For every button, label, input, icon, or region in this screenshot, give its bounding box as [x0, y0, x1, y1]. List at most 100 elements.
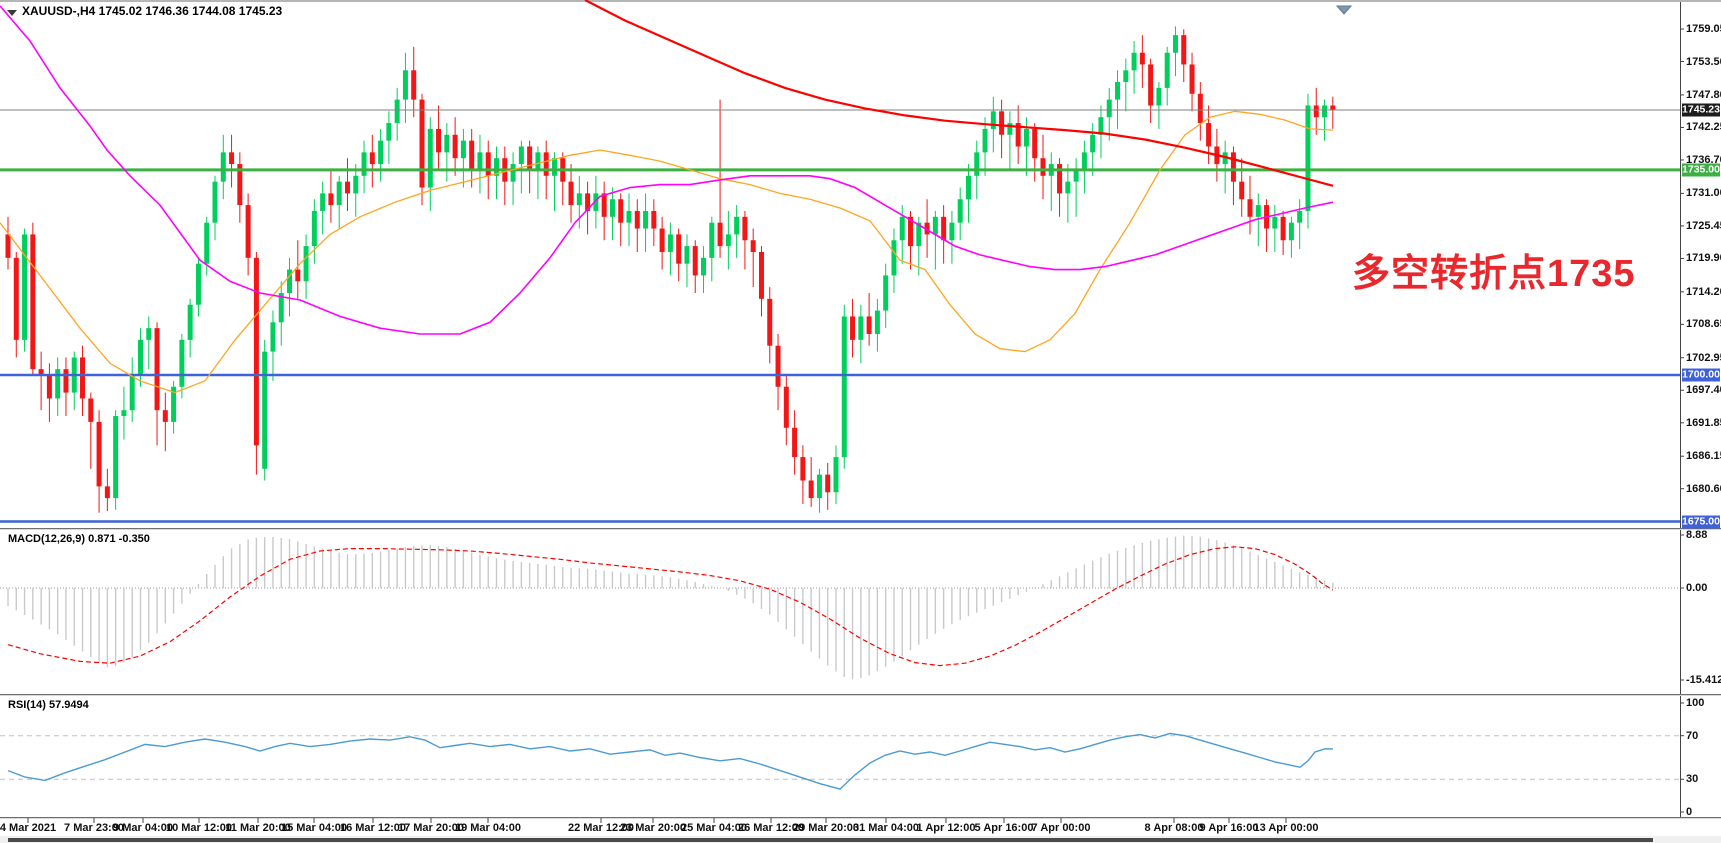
candle — [171, 386, 177, 422]
candle — [1280, 216, 1286, 241]
candle — [1065, 181, 1071, 194]
candle — [1032, 128, 1038, 159]
candle — [659, 228, 665, 252]
candle — [353, 175, 359, 194]
annotation-text: 多空转折点1735 — [1352, 253, 1636, 295]
candle — [1106, 99, 1112, 118]
candle — [369, 152, 375, 165]
candle — [949, 222, 955, 241]
candle — [626, 210, 632, 223]
candle — [667, 234, 673, 252]
candle — [990, 111, 996, 129]
price-axis-label: 1708.65 — [1686, 318, 1721, 331]
candle — [643, 210, 649, 229]
candle — [394, 99, 400, 124]
candle — [734, 216, 740, 235]
time-axis-label: 4 Mar 2021 — [0, 822, 57, 834]
horizontal-scrollbar-thumb[interactable] — [8, 838, 1653, 842]
candle — [1172, 35, 1178, 53]
candle — [1222, 152, 1228, 165]
candle — [957, 199, 963, 223]
price-level-badge: 1700.00 — [1682, 368, 1720, 382]
candle — [113, 416, 119, 499]
candle — [1073, 169, 1079, 182]
candle — [1023, 128, 1029, 147]
time-axis-label: 17 Mar 20:00 — [397, 822, 465, 834]
candle — [924, 222, 930, 235]
candle — [709, 222, 715, 258]
candle — [262, 351, 268, 469]
candle — [601, 193, 607, 217]
candle — [1081, 152, 1087, 170]
candle — [419, 99, 425, 188]
macd-axis-label: 8.88 — [1686, 528, 1708, 541]
candle — [63, 369, 69, 393]
candle — [701, 257, 707, 276]
candle — [386, 123, 392, 141]
candle — [38, 369, 44, 376]
time-axis-label: 26 Mar 12:00 — [737, 822, 805, 834]
candle — [750, 240, 756, 252]
scroll-to-end-icon[interactable] — [1336, 4, 1354, 16]
candle — [411, 70, 417, 100]
candle — [469, 140, 475, 170]
candle — [742, 216, 748, 241]
candle — [1098, 117, 1104, 135]
candle — [320, 193, 326, 211]
candle — [899, 216, 905, 241]
candle — [303, 246, 309, 282]
candle — [965, 175, 971, 200]
candle — [402, 70, 408, 100]
candle — [1255, 205, 1261, 217]
candle — [1197, 93, 1203, 124]
time-axis-label: 25 Mar 04:00 — [680, 822, 748, 834]
price-axis-label: 1753.50 — [1686, 55, 1721, 68]
candle — [80, 357, 86, 399]
time-axis-label: 16 Mar 12:00 — [339, 822, 407, 834]
candle — [436, 128, 442, 153]
candle — [361, 152, 367, 176]
price-axis-label: 1680.60 — [1686, 482, 1721, 495]
candle — [916, 222, 922, 247]
candle — [1015, 123, 1021, 147]
candle — [30, 234, 36, 370]
candle — [518, 146, 524, 165]
price-axis-label: 1747.80 — [1686, 88, 1721, 101]
time-axis-label: 10 Mar 12:00 — [165, 822, 233, 834]
candle — [162, 410, 168, 422]
price-axis-label: 1725.45 — [1686, 219, 1721, 232]
candle — [1247, 199, 1253, 217]
candle — [1181, 35, 1187, 65]
macd-axis-label: 0.00 — [1686, 582, 1708, 594]
candle — [1057, 164, 1063, 194]
candle — [137, 339, 143, 376]
price-axis-label: 1691.85 — [1686, 416, 1721, 429]
candle — [866, 316, 872, 335]
candle — [311, 210, 317, 247]
candle — [55, 369, 61, 399]
time-axis-label: 1 Apr 12:00 — [916, 822, 976, 834]
time-axis-label: 5 Apr 16:00 — [974, 822, 1034, 834]
candle — [775, 345, 781, 387]
candle — [651, 210, 657, 229]
time-axis-label: 19 Mar 04:00 — [454, 822, 522, 834]
candle — [104, 486, 110, 499]
time-axis-label: 11 Mar 20:00 — [225, 822, 291, 834]
candle — [494, 158, 500, 176]
candle — [1148, 64, 1154, 106]
candle — [1313, 105, 1319, 118]
ma-slow-red — [584, 0, 1334, 187]
price-axis-label: 1686.15 — [1686, 450, 1721, 463]
ma-mid-magenta — [0, 5, 1334, 335]
candle — [96, 421, 102, 487]
candle — [1288, 222, 1294, 241]
candle — [287, 269, 293, 293]
candle — [229, 152, 235, 165]
candle — [88, 398, 94, 422]
candle — [427, 128, 433, 188]
candle — [974, 152, 980, 176]
candle — [1322, 105, 1328, 118]
candle — [245, 205, 251, 258]
candle — [1131, 52, 1137, 71]
